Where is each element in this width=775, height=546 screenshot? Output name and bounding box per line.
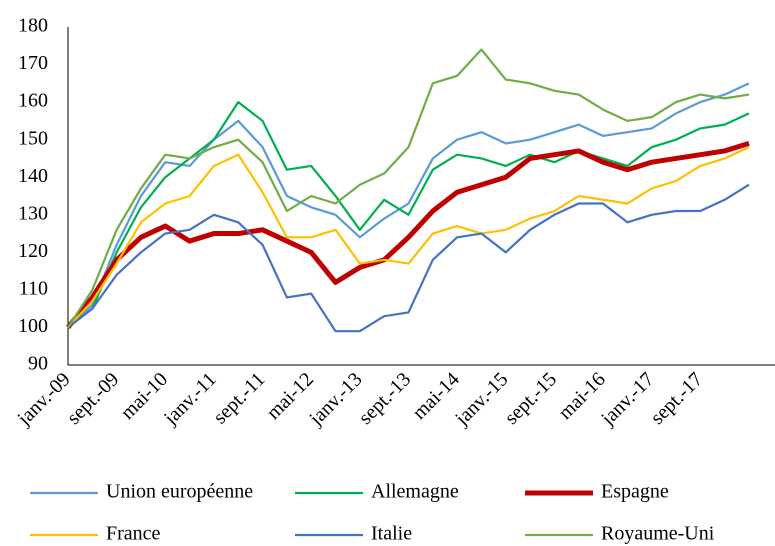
- legend-label: Allemagne: [371, 481, 459, 503]
- y-tick-label: 170: [18, 52, 48, 74]
- x-tick-label: janv.-09: [13, 368, 75, 430]
- y-tick-label: 110: [19, 277, 48, 299]
- series-line: [67, 82, 750, 329]
- y-tick-label: 100: [18, 315, 48, 337]
- x-tick-label: sept.-13: [355, 368, 416, 429]
- y-tick-label: 160: [18, 90, 48, 112]
- y-tick-label: 120: [18, 240, 48, 262]
- legend-label: Italie: [371, 523, 412, 545]
- series-line: [67, 183, 750, 333]
- x-tick-label: janv.-17: [596, 368, 658, 430]
- legend-label: France: [106, 523, 161, 545]
- legend-label: Union européenne: [106, 481, 253, 503]
- series-line: [67, 101, 750, 329]
- x-tick-label: janv.-11: [159, 368, 221, 430]
- y-tick-label: 140: [18, 165, 48, 187]
- x-tick-label: sept.-15: [500, 368, 561, 429]
- y-tick-label: 180: [18, 15, 48, 37]
- y-tick-label: 150: [18, 127, 48, 149]
- x-tick-label: sept.-09: [63, 368, 124, 429]
- series-line: [67, 146, 750, 329]
- x-tick-label: janv.-15: [450, 368, 512, 430]
- series-line: [66, 141, 750, 330]
- x-tick-label: sept.-11: [209, 368, 269, 428]
- y-tick-label: 90: [28, 353, 48, 375]
- series-line: [67, 48, 750, 329]
- legend-label: Royaume-Uni: [601, 523, 715, 545]
- legend-label: Espagne: [601, 481, 669, 503]
- y-tick-label: 130: [18, 202, 48, 224]
- x-tick-label: janv.-13: [305, 368, 367, 430]
- x-tick-label: sept.-17: [646, 368, 707, 429]
